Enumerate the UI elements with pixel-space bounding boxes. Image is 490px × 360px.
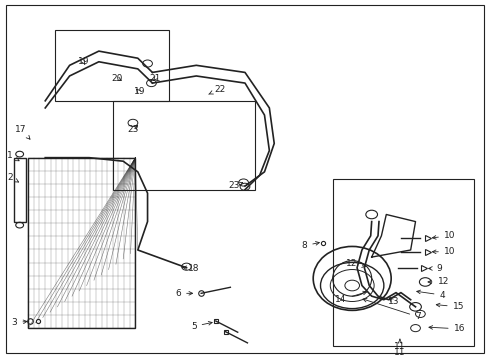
Text: 15: 15 (436, 302, 464, 311)
Text: 6: 6 (175, 289, 193, 298)
Text: 9: 9 (429, 264, 442, 273)
Text: 16: 16 (429, 324, 465, 333)
Text: 4: 4 (417, 290, 445, 300)
Text: 2: 2 (7, 173, 19, 182)
Text: 21: 21 (149, 74, 161, 83)
Bar (14, 158, 26, 222)
Text: 19: 19 (133, 87, 145, 96)
Text: 11: 11 (394, 348, 406, 357)
Text: 1: 1 (7, 152, 19, 161)
Text: 7: 7 (363, 298, 421, 321)
Text: 17: 17 (15, 125, 30, 139)
Text: 10: 10 (432, 231, 455, 240)
Text: 11: 11 (394, 339, 406, 351)
Text: 3: 3 (12, 318, 27, 327)
Text: 19: 19 (77, 57, 89, 66)
Text: 14: 14 (335, 291, 367, 304)
Text: 12: 12 (345, 259, 366, 268)
Text: 20: 20 (112, 74, 123, 83)
Text: 18: 18 (182, 264, 199, 273)
Text: 22: 22 (209, 85, 225, 94)
Text: 12: 12 (428, 278, 449, 287)
Text: 13: 13 (388, 297, 399, 306)
Text: 8: 8 (301, 241, 319, 250)
Text: 23: 23 (228, 181, 243, 190)
Bar (28, 158, 135, 328)
Text: 10: 10 (432, 247, 455, 256)
Text: 23: 23 (127, 125, 139, 134)
Text: 5: 5 (191, 321, 212, 331)
